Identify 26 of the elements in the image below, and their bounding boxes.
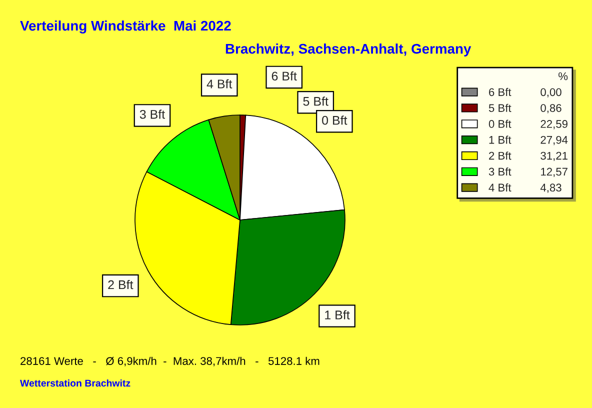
text: Wetterstation Brachwitz xyxy=(20,379,130,387)
category-label: 6 Bft xyxy=(272,71,297,81)
text: 28161 Werte - Ø 6,9km/h - Max. 38,7km/h - 5128.1 km xyxy=(20,356,320,366)
data-label: 12,57 xyxy=(541,168,568,177)
legend-label: 4 Bft xyxy=(488,183,512,192)
legend-label: 0 Bft xyxy=(488,120,512,128)
category-label: 5 Bft xyxy=(303,96,328,106)
slice-label: 1 Bft xyxy=(325,310,350,320)
legend-title: % xyxy=(558,72,568,80)
data-label: 4,83 xyxy=(540,184,562,193)
data-label: 22,59 xyxy=(540,120,568,130)
data-label: 31,21 xyxy=(540,152,568,162)
legend-label: 5 Bft xyxy=(488,104,512,112)
legend-label: 6 Bft xyxy=(489,88,512,96)
slice-label: 3 Bft xyxy=(140,110,165,119)
chart-title: Verteilung Windstärke Mai 2022 xyxy=(20,20,231,34)
chart-subtitle: Brachwitz, Sachsen-Anhalt, Germany xyxy=(226,44,472,56)
legend-label: 3 Bft xyxy=(488,167,512,176)
legend-label: 1 Bft xyxy=(489,136,512,144)
text: 0,00 xyxy=(540,88,562,98)
slice-label: 0 Bft xyxy=(322,116,348,125)
slice-label: 4 Bft xyxy=(206,79,232,88)
data-label: 0,86 xyxy=(540,104,562,114)
legend-label: 2 Bft xyxy=(489,152,512,160)
slice-label: 2 Bft xyxy=(108,280,134,290)
data-label: 27,94 xyxy=(540,136,568,146)
